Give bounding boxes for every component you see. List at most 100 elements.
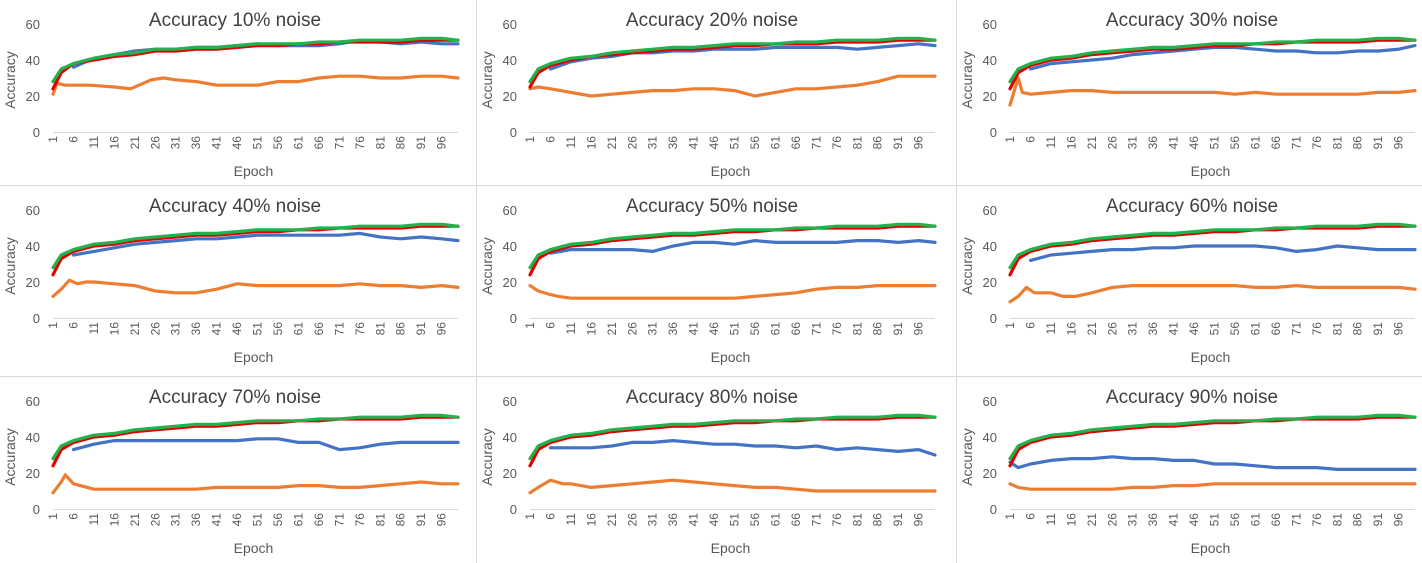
x-tick-label: 71	[332, 322, 346, 336]
x-tick-label: 56	[1228, 136, 1242, 150]
series-line	[1008, 284, 1417, 304]
x-tick-label: 86	[871, 513, 885, 527]
x-tick-label: 26	[148, 136, 162, 150]
x-tick-label: 91	[1371, 322, 1385, 336]
y-tick-label: 0	[510, 311, 517, 326]
x-tick-label: 6	[1023, 136, 1037, 143]
x-tick-label: 41	[687, 136, 701, 150]
series-raw-line	[529, 416, 936, 467]
x-tick-label: 21	[128, 513, 142, 527]
x-tick-label: 41	[210, 513, 224, 527]
y-tick-label: 60	[503, 394, 517, 409]
x-axis-label: Epoch	[234, 349, 274, 365]
x-tick-label: 31	[169, 322, 183, 336]
x-tick-label: 96	[912, 136, 926, 150]
x-axis-label: Epoch	[1191, 349, 1231, 365]
series-line	[51, 74, 460, 96]
x-tick-label: 66	[1269, 513, 1283, 527]
x-axis-label: Epoch	[234, 540, 274, 556]
series-line	[1008, 76, 1417, 107]
series-line	[51, 415, 460, 468]
y-tick-label: 60	[26, 203, 40, 218]
series-line	[71, 231, 460, 257]
chart-panel: Accuracy 60% noise 0 20 40 60 1 6 11 16 21 26 31 36 4…	[957, 186, 1422, 366]
y-tick-label: 40	[503, 430, 517, 445]
series-raw-line	[52, 39, 459, 90]
series-line	[528, 413, 937, 461]
y-tick-label: 60	[503, 203, 517, 218]
x-tick-label: 96	[435, 136, 449, 150]
x-tick-label: 26	[1105, 513, 1119, 527]
y-tick-label: 0	[33, 125, 40, 140]
chart-panel: Accuracy 30% noise 0 20 40 60 1 6 11 16 21 26 31 36 4…	[957, 0, 1422, 180]
x-tick-label: 36	[666, 136, 680, 150]
x-tick-label: 81	[1330, 136, 1344, 150]
x-tick-label: 51	[1208, 136, 1222, 150]
x-tick-label: 76	[830, 513, 844, 527]
x-tick-label: 41	[1167, 322, 1181, 336]
y-tick-label: 0	[990, 125, 997, 140]
series-line	[528, 284, 937, 300]
series-line	[548, 239, 937, 255]
chart-panel: Accuracy 90% noise 0 20 40 60 1 6 11 16 21 26 31 36 4…	[957, 377, 1422, 557]
x-tick-label: 46	[230, 322, 244, 336]
chart-panel: Accuracy 20% noise 0 20 40 60 1 6 11 16 21 26 31 36 4…	[477, 0, 943, 180]
x-tick-label: 36	[189, 322, 203, 336]
y-tick-label: 40	[26, 53, 40, 68]
x-tick-label: 1	[1003, 322, 1017, 329]
x-tick-label: 6	[66, 136, 80, 143]
series-line	[51, 38, 460, 91]
x-tick-label: 91	[891, 136, 905, 150]
y-tick-label: 60	[983, 203, 997, 218]
x-tick-label: 11	[1044, 322, 1058, 335]
series-line	[548, 439, 937, 457]
x-tick-label: 71	[332, 136, 346, 150]
y-tick-label: 20	[503, 466, 517, 481]
x-tick-label: 76	[830, 136, 844, 150]
y-tick-label: 40	[503, 239, 517, 254]
x-tick-label: 41	[210, 322, 224, 336]
x-tick-label: 86	[871, 136, 885, 150]
x-tick-label: 86	[394, 513, 408, 527]
x-tick-label: 16	[107, 513, 121, 527]
x-tick-label: 81	[850, 513, 864, 527]
x-tick-label: 71	[809, 513, 823, 527]
series-line	[528, 224, 937, 277]
x-tick-label: 11	[87, 322, 101, 335]
x-tick-label: 21	[605, 136, 619, 150]
chart-panel: Accuracy 10% noise 0 20 40 60 1 6 11 16 21 26 31 36 4…	[0, 0, 466, 180]
series-line	[1008, 482, 1417, 491]
x-tick-label: 16	[1064, 136, 1078, 150]
y-tick-label: 0	[990, 502, 997, 517]
x-tick-label: 16	[1064, 322, 1078, 336]
x-tick-label: 36	[1146, 322, 1160, 336]
x-tick-label: 96	[912, 513, 926, 527]
x-tick-label: 21	[605, 322, 619, 336]
x-tick-label: 56	[271, 322, 285, 336]
x-tick-label: 76	[1310, 136, 1324, 150]
x-tick-label: 6	[66, 322, 80, 329]
panel-divider	[956, 0, 957, 563]
x-tick-label: 36	[666, 322, 680, 336]
x-tick-label: 26	[625, 513, 639, 527]
x-tick-label: 56	[748, 136, 762, 150]
series-line	[51, 224, 460, 277]
x-tick-label: 61	[291, 513, 305, 527]
y-tick-label: 40	[503, 53, 517, 68]
x-tick-label: 6	[1023, 322, 1037, 329]
x-tick-label: 71	[1289, 322, 1303, 336]
x-tick-label: 46	[1187, 322, 1201, 336]
x-tick-label: 31	[646, 513, 660, 527]
x-tick-label: 11	[564, 136, 578, 149]
x-tick-label: 66	[312, 513, 326, 527]
x-axis-label: Epoch	[711, 163, 751, 179]
series-line	[528, 74, 937, 98]
series-line	[1008, 222, 1417, 270]
x-tick-label: 61	[1248, 513, 1262, 527]
x-tick-label: 76	[1310, 322, 1324, 336]
x-tick-label: 21	[1085, 513, 1099, 527]
x-tick-label: 66	[1269, 322, 1283, 336]
x-tick-label: 96	[1392, 322, 1406, 336]
